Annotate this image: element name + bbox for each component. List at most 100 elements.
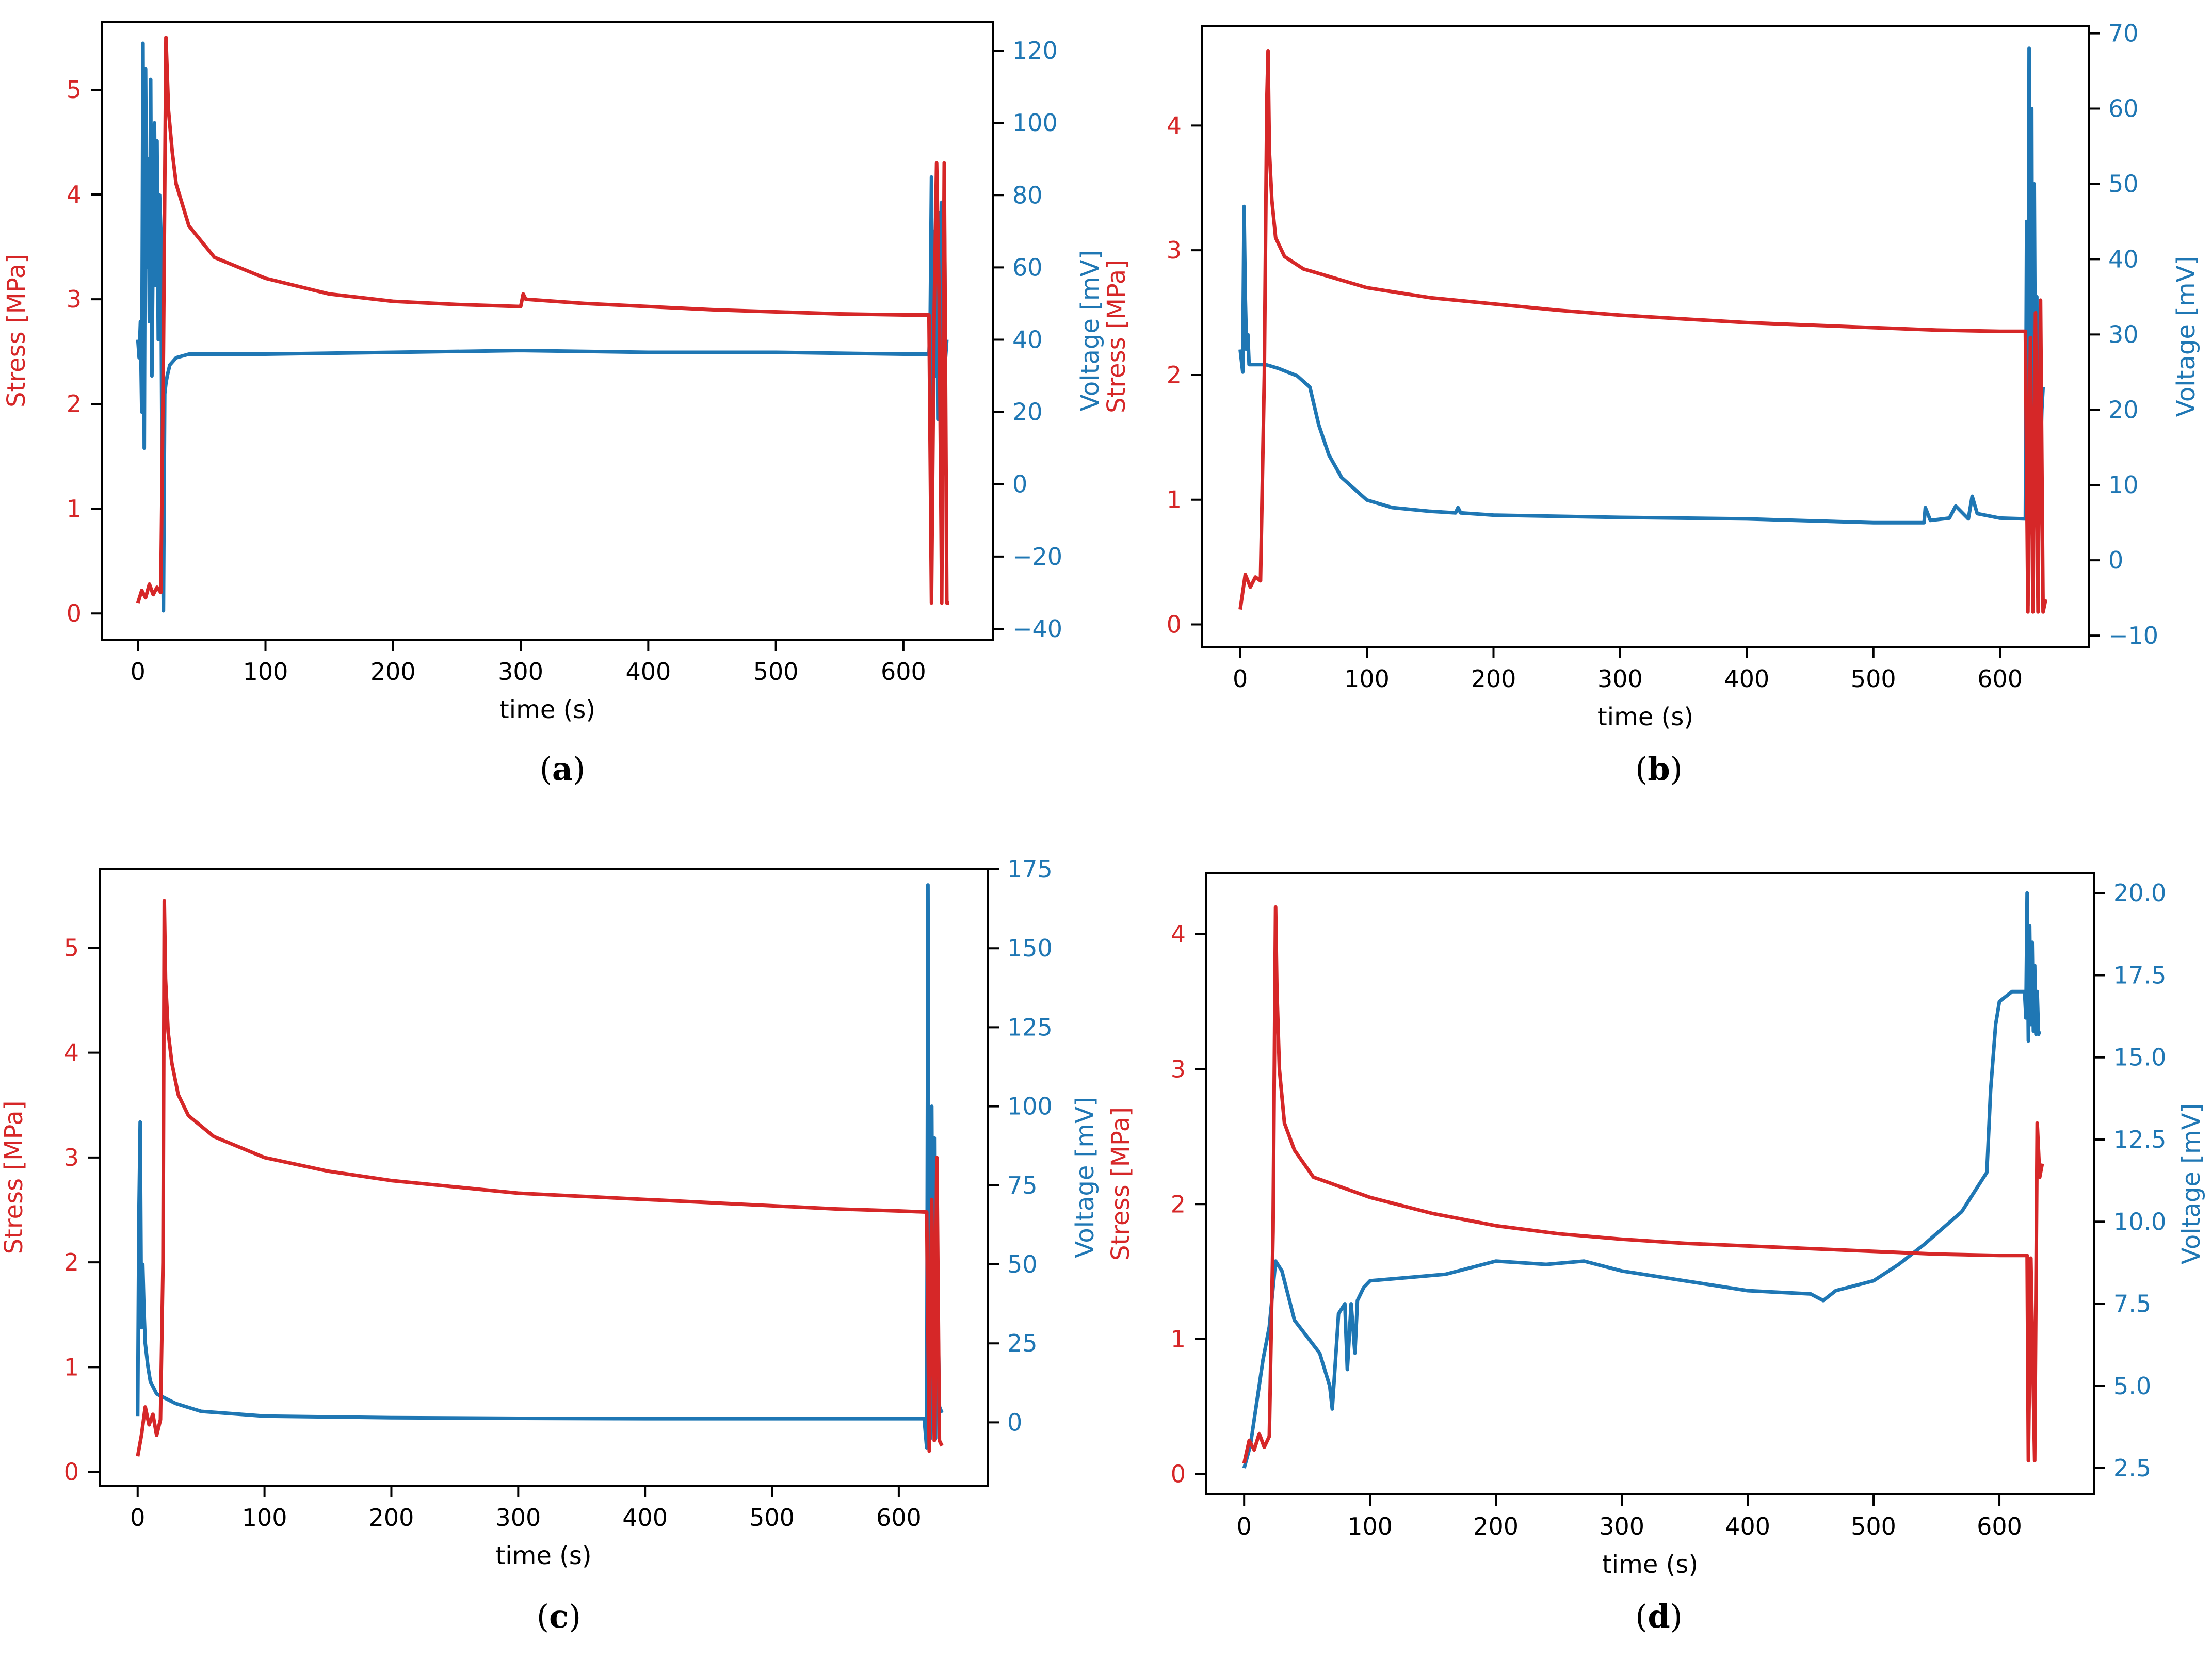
y-right-tick-label: 50 xyxy=(2108,170,2139,198)
caption-close: ) xyxy=(1670,1598,1683,1635)
series-stress-line xyxy=(136,899,944,1457)
y-right-tick-label: 0 xyxy=(2108,546,2123,574)
x-tick-label: 500 xyxy=(749,1504,795,1532)
x-tick-label: 400 xyxy=(1725,1512,1770,1540)
x-tick-label: 100 xyxy=(242,1504,287,1532)
y-right-axis-title: Voltage [mV] xyxy=(2172,256,2201,417)
y-right-tick-label: 125 xyxy=(1007,1013,1053,1041)
y-right-tick-label: 100 xyxy=(1007,1093,1053,1120)
y-right-tick-label: 150 xyxy=(1007,934,1053,962)
y-left-tick-label: 3 xyxy=(1167,236,1182,264)
caption-close: ) xyxy=(1670,750,1683,788)
y-right-axis-title: Voltage [mV] xyxy=(2177,1103,2206,1264)
y-right-tick-label: 60 xyxy=(2108,95,2139,123)
y-right-tick-label: 40 xyxy=(1012,326,1043,354)
y-left-tick-label: 2 xyxy=(64,1248,79,1276)
y-right-tick-label: 5.0 xyxy=(2113,1372,2151,1400)
y-right-tick-label: −10 xyxy=(2108,622,2158,649)
panel-caption: (c) xyxy=(537,1598,581,1635)
y-left-tick-label: 0 xyxy=(67,599,82,627)
y-right-tick-label: 60 xyxy=(1012,253,1043,281)
y-right-tick-label: 20.0 xyxy=(2113,879,2166,907)
x-tick-label: 0 xyxy=(1237,1512,1252,1540)
y-right-tick-label: 10.0 xyxy=(2113,1208,2166,1235)
x-tick-label: 0 xyxy=(130,1504,145,1532)
y-right-tick-label: 40 xyxy=(2108,245,2139,273)
y-left-tick-label: 0 xyxy=(1171,1460,1186,1488)
x-tick-label: 400 xyxy=(625,658,671,686)
y-right-tick-label: 120 xyxy=(1012,37,1058,64)
y-right-tick-label: 75 xyxy=(1007,1171,1038,1199)
x-tick-label: 600 xyxy=(1977,665,2023,693)
y-right-axis-title: Voltage [mV] xyxy=(1076,250,1105,411)
x-tick-label: 0 xyxy=(131,658,146,686)
y-left-axis-title: Stress [MPa] xyxy=(2,254,31,408)
y-left-tick-label: 3 xyxy=(64,1144,79,1171)
caption-letter: d xyxy=(1648,1598,1670,1635)
x-tick-label: 600 xyxy=(1977,1512,2022,1540)
y-left-tick-label: 2 xyxy=(1167,361,1182,389)
x-tick-label: 300 xyxy=(495,1504,541,1532)
caption-letter: b xyxy=(1648,750,1670,788)
caption-letter: a xyxy=(552,750,573,788)
y-right-tick-label: 10 xyxy=(2108,471,2139,499)
y-left-tick-label: 5 xyxy=(67,76,82,104)
x-tick-label: 600 xyxy=(876,1504,922,1532)
x-axis-title: time (s) xyxy=(1602,1550,1698,1579)
x-tick-label: 100 xyxy=(1344,665,1390,693)
y-left-tick-label: 0 xyxy=(64,1458,79,1486)
y-left-tick-label: 2 xyxy=(1171,1190,1186,1218)
y-left-tick-label: 4 xyxy=(1171,920,1186,948)
x-tick-label: 300 xyxy=(1599,1512,1644,1540)
y-right-tick-label: 20 xyxy=(1012,398,1043,426)
y-right-tick-label: 2.5 xyxy=(2113,1454,2151,1482)
y-left-tick-label: 4 xyxy=(1167,111,1182,139)
panel-caption: (a) xyxy=(540,750,586,788)
y-left-tick-label: 5 xyxy=(64,934,79,962)
y-left-tick-label: 1 xyxy=(1171,1325,1186,1353)
y-left-tick-label: 1 xyxy=(1167,486,1182,514)
y-right-tick-label: 30 xyxy=(2108,320,2139,348)
y-right-tick-label: 20 xyxy=(2108,396,2139,424)
x-tick-label: 500 xyxy=(1851,665,1896,693)
x-axis-title: time (s) xyxy=(499,695,595,724)
y-right-tick-label: 0 xyxy=(1007,1408,1022,1436)
series-stress-line xyxy=(1242,905,2044,1464)
x-tick-label: 200 xyxy=(370,658,416,686)
panel-d: 0 100 200 300 400 500 600 0 1 2 3 4 2.5 5.0 7.5 10.0 12.… xyxy=(1106,872,2206,1635)
y-right-tick-label: 25 xyxy=(1007,1329,1038,1357)
y-right-axis-title: Voltage [mV] xyxy=(1071,1097,1100,1258)
series-voltage-line xyxy=(1242,891,2042,1469)
y-right-tick-label: 0 xyxy=(1012,470,1027,498)
y-right-tick-label: −20 xyxy=(1012,543,1062,571)
y-right-tick-label: 175 xyxy=(1007,855,1053,883)
y-left-tick-label: 0 xyxy=(1167,610,1182,638)
x-tick-label: 0 xyxy=(1233,665,1248,693)
caption-open: ( xyxy=(1635,750,1648,788)
y-right-tick-label: −40 xyxy=(1012,615,1062,643)
x-tick-label: 300 xyxy=(1597,665,1643,693)
y-left-axis-title: Stress [MPa] xyxy=(1106,1107,1135,1261)
x-axis-title: time (s) xyxy=(1597,703,1693,731)
plot-frame xyxy=(101,21,994,641)
y-left-tick-label: 2 xyxy=(67,390,82,418)
x-tick-label: 500 xyxy=(753,658,799,686)
y-right-tick-label: 15.0 xyxy=(2113,1044,2166,1071)
caption-close: ) xyxy=(573,750,585,788)
y-right-tick-label: 80 xyxy=(1012,181,1043,209)
x-tick-label: 500 xyxy=(1851,1512,1896,1540)
panel-caption: (d) xyxy=(1635,1598,1683,1635)
caption-letter: c xyxy=(549,1598,569,1635)
caption-open: ( xyxy=(1635,1598,1648,1635)
x-tick-label: 400 xyxy=(1724,665,1769,693)
plot-frame xyxy=(99,868,989,1487)
x-tick-label: 600 xyxy=(881,658,926,686)
y-left-tick-label: 4 xyxy=(67,181,82,208)
series-stress-line xyxy=(1238,48,2048,614)
y-right-tick-label: 70 xyxy=(2108,20,2139,47)
series-stress-line xyxy=(136,36,949,605)
panel-a: 0 100 200 300 400 500 600 0 1 2 3 4 5 −40 −20 0 20 40 60 80… xyxy=(2,21,1105,788)
x-tick-label: 400 xyxy=(622,1504,668,1532)
panel-c: 0 100 200 300 400 500 600012345025507510012515… xyxy=(0,855,1100,1635)
